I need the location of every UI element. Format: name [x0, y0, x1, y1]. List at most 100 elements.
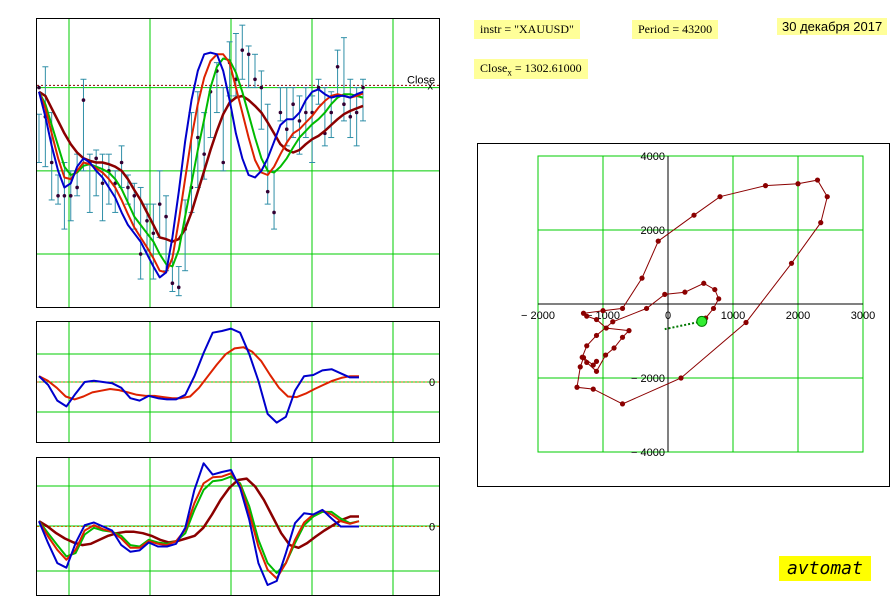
price-close-point-34 — [253, 77, 257, 82]
oscillator-2-chart: 0 — [37, 458, 439, 595]
price-close-point-51 — [361, 85, 365, 90]
phase-point-30 — [795, 181, 801, 187]
period-text: Period = 43200 — [638, 22, 713, 36]
zero-label: 0 — [429, 522, 435, 534]
phase-point-9 — [610, 319, 616, 325]
phase-x-tick-5: 3000 — [851, 310, 875, 322]
phase-point-3 — [716, 296, 722, 302]
zero-label: 0 — [429, 377, 435, 389]
phase-plot-panel: − 2000− 1000 0 1000 2000 3000− 4000− 2000 200… — [477, 143, 890, 487]
phase-point-4 — [712, 286, 718, 293]
phase-current-point — [696, 315, 708, 327]
phase-point-38 — [590, 386, 596, 392]
oscillator-1-panel: 0 — [36, 321, 440, 443]
phase-point-10 — [593, 332, 600, 339]
price-close-point-25 — [196, 135, 200, 140]
price-ma-line-darkred — [38, 90, 364, 243]
price-close-point-7 — [81, 98, 86, 102]
oscillator-line-green — [38, 475, 360, 574]
price-close-point-10 — [100, 181, 105, 186]
price-close-point-9 — [94, 156, 98, 161]
price-close-point-21 — [170, 281, 175, 285]
phase-point-35 — [743, 319, 749, 326]
price-close-point-32 — [240, 48, 245, 52]
phase-point-26 — [655, 238, 661, 244]
phase-point-25 — [639, 275, 645, 281]
phase-point-37 — [619, 401, 626, 407]
phase-point-7 — [662, 291, 668, 297]
date-label: 30 декабря 2017 — [777, 18, 888, 35]
phase-point-23 — [600, 308, 606, 314]
phase-y-tick-2: 2000 — [641, 225, 665, 237]
phase-point-20 — [593, 316, 600, 323]
price-close-point-13 — [119, 160, 124, 165]
phase-point-32 — [824, 194, 830, 200]
phase-point-13 — [584, 359, 590, 366]
phase-point-6 — [682, 289, 688, 295]
phase-x-tick-3: 1000 — [721, 310, 745, 322]
price-close-point-3 — [56, 193, 60, 198]
phase-y-tick-3: 4000 — [641, 151, 665, 163]
phase-x-tick-0: − 2000 — [521, 310, 555, 322]
price-close-point-17 — [145, 218, 149, 223]
price-close-point-20 — [164, 214, 168, 219]
price-close-point-39 — [284, 127, 289, 132]
price-close-point-22 — [176, 285, 181, 290]
close-level-label-sub: x — [428, 80, 434, 92]
close-value-label: Closex = 1302.61000 — [474, 59, 588, 80]
price-close-point-36 — [265, 189, 270, 194]
price-chart: 110012001300Closex — [37, 19, 439, 307]
phase-point-27 — [691, 212, 697, 218]
price-close-point-44 — [316, 85, 321, 90]
phase-point-41 — [580, 355, 587, 361]
phase-point-17 — [619, 334, 626, 340]
instr-text: instr = "XAUUSD" — [480, 22, 574, 36]
oscillator-line-darkred — [38, 477, 359, 550]
phase-y-tick-1: − 2000 — [631, 373, 665, 385]
price-ma-line-blue — [38, 51, 364, 279]
phase-point-11 — [584, 343, 590, 349]
phase-point-2 — [710, 305, 717, 312]
price-close-point-4 — [62, 193, 67, 198]
price-ma-line-red — [38, 53, 364, 274]
price-close-point-47 — [335, 64, 340, 69]
price-close-point-41 — [297, 119, 302, 123]
price-close-point-48 — [342, 102, 346, 107]
phase-point-33 — [818, 220, 824, 226]
phase-point-43 — [593, 358, 600, 364]
oscillator-line-red — [38, 346, 359, 401]
phase-point-19 — [603, 325, 609, 331]
brand-label: avtomat — [779, 556, 871, 581]
phase-point-5 — [701, 280, 707, 286]
price-close-point-49 — [348, 114, 353, 119]
phase-y-tick-0: − 4000 — [631, 447, 665, 459]
phase-point-40 — [577, 364, 583, 370]
price-close-point-15 — [132, 193, 137, 198]
price-close-point-42 — [304, 110, 308, 115]
close-value-text: = 1302.61000 — [511, 61, 582, 75]
price-close-point-37 — [272, 210, 276, 215]
period-label: Period = 43200 — [632, 20, 719, 39]
phase-point-28 — [717, 194, 723, 200]
price-chart-panel: 110012001300Closex — [36, 18, 440, 308]
price-close-point-14 — [126, 185, 130, 190]
phase-point-14 — [593, 368, 600, 374]
oscillator-line-blue — [38, 327, 359, 424]
price-close-point-26 — [202, 152, 206, 156]
phase-point-31 — [814, 177, 821, 183]
phase-point-34 — [788, 260, 795, 266]
date-text: 30 декабря 2017 — [782, 19, 883, 34]
oscillator-2-panel: 0 — [36, 457, 440, 596]
price-close-point-38 — [278, 110, 283, 115]
brand-text: avtomat — [787, 558, 863, 579]
phase-plot: − 2000− 1000 0 1000 2000 3000− 4000− 2000200… — [521, 151, 875, 459]
close-label-main: Close — [480, 61, 508, 75]
price-close-point-46 — [329, 110, 334, 115]
oscillator-line-blue — [38, 462, 359, 586]
phase-point-24 — [619, 305, 626, 312]
price-close-point-19 — [157, 202, 162, 206]
phase-point-39 — [574, 384, 580, 390]
price-close-point-33 — [246, 52, 251, 57]
price-close-point-2 — [49, 160, 54, 165]
price-close-point-35 — [259, 85, 264, 90]
